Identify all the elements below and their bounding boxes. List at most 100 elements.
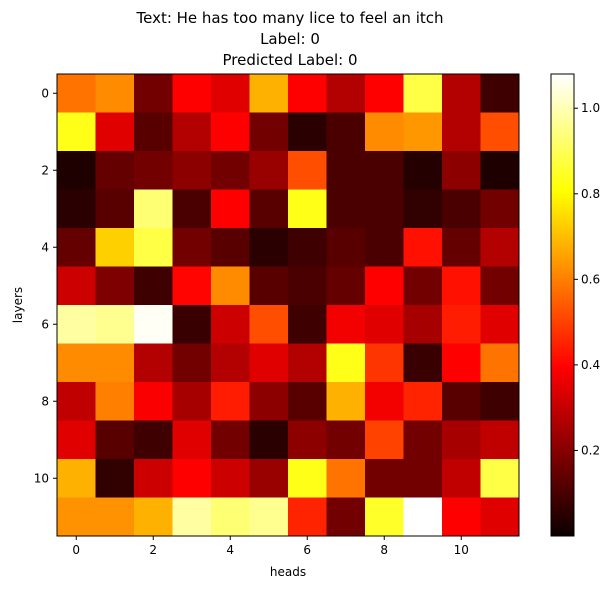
heatmap-cell [442, 497, 481, 537]
heatmap-cell [326, 228, 366, 267]
heatmap-cell [442, 266, 481, 306]
heatmap-cell [249, 382, 289, 421]
heatmap-cell [134, 459, 173, 498]
heatmap-cell [134, 189, 173, 229]
chart-title-line-1: Text: He has too many lice to feel an it… [135, 9, 443, 27]
heatmap-cell [57, 497, 96, 537]
heatmap-cell [172, 189, 212, 229]
heatmap-cell [403, 305, 443, 344]
heatmap-cell [95, 343, 135, 383]
heatmap-cell [57, 151, 96, 190]
heatmap-cell [288, 420, 327, 460]
heatmap-cell [134, 343, 173, 383]
heatmap-cell [249, 151, 289, 190]
colorbar-ticks: 0.2 0.4 0.6 0.8 1.0 [574, 101, 600, 457]
heatmap-cell [95, 74, 135, 113]
heatmap-cell [95, 382, 135, 421]
heatmap-cell [442, 228, 481, 267]
heatmap-cell [365, 459, 404, 498]
heatmap-cell [365, 266, 404, 306]
chart-title-line-2: Label: 0 [260, 30, 320, 48]
heatmap-cell [365, 382, 404, 421]
heatmap-cell [249, 189, 289, 229]
colorbar [550, 73, 575, 537]
x-axis-label: heads [270, 565, 306, 579]
heatmap-cell [134, 382, 173, 421]
heatmap-cell [57, 459, 96, 498]
heatmap-cell [249, 112, 289, 152]
heatmap-cell [288, 189, 327, 229]
heatmap-cell [57, 228, 96, 267]
heatmap-cell [480, 459, 520, 498]
heatmap-cell [134, 74, 173, 113]
heatmap-cell [134, 228, 173, 267]
heatmap-cell [211, 112, 250, 152]
heatmap-cell [172, 228, 212, 267]
colorbar-tick-label: 1.0 [581, 101, 600, 115]
heatmap-cell [249, 74, 289, 113]
heatmap-cell [95, 420, 135, 460]
heatmap-cell [249, 266, 289, 306]
heatmap-cell [326, 343, 366, 383]
heatmap-cell [211, 305, 250, 344]
colorbar-tick-label: 0.8 [581, 187, 600, 201]
heatmap-cell [288, 151, 327, 190]
heatmap-cell [480, 266, 520, 306]
heatmap-cell [95, 151, 135, 190]
heatmap-cell [134, 497, 173, 537]
x-tick-label: 10 [454, 543, 469, 557]
heatmap-cell [442, 112, 481, 152]
heatmap-cell [211, 74, 250, 113]
heatmap-cell [57, 74, 96, 113]
heatmap-cell [365, 420, 404, 460]
heatmap-cell [403, 151, 443, 190]
heatmap-cell [442, 74, 481, 113]
heatmap-cell [365, 151, 404, 190]
heatmap-cell [365, 497, 404, 537]
heatmap-cell [480, 420, 520, 460]
heatmap-cell [403, 189, 443, 229]
heatmap-cell [249, 497, 289, 537]
heatmap-cell [249, 305, 289, 344]
heatmap-cell [480, 189, 520, 229]
heatmap-cell [288, 112, 327, 152]
y-axis-label: layers [11, 287, 25, 323]
heatmap-cell [403, 459, 443, 498]
heatmap-cell [172, 382, 212, 421]
heatmap-cell [288, 266, 327, 306]
heatmap-cell [249, 459, 289, 498]
heatmap-cell [57, 305, 96, 344]
heatmap-cell [249, 420, 289, 460]
x-axis-ticks: 0 2 4 6 8 10 [72, 536, 469, 557]
plot-frame [56, 73, 520, 537]
heatmap-cell [57, 420, 96, 460]
heatmap-cell [480, 74, 520, 113]
heatmap-cell [480, 228, 520, 267]
heatmap-cell [288, 459, 327, 498]
heatmap-cell [172, 420, 212, 460]
heatmap-cell [480, 305, 520, 344]
heatmap-cell [326, 189, 366, 229]
heatmap-cell [480, 151, 520, 190]
heatmap-cell [403, 266, 443, 306]
heatmap-cell [211, 228, 250, 267]
y-tick-label: 4 [41, 240, 49, 254]
heatmap-cell [95, 112, 135, 152]
heatmap-cell [442, 305, 481, 344]
heatmap-cell [134, 420, 173, 460]
heatmap-cell [442, 151, 481, 190]
heatmap-cell [57, 189, 96, 229]
heatmap-cell [57, 266, 96, 306]
y-tick-label: 2 [41, 163, 49, 177]
heatmap-cell [480, 112, 520, 152]
heatmap-cell [288, 343, 327, 383]
y-tick-label: 10 [34, 471, 49, 485]
heatmap-cell [172, 266, 212, 306]
heatmap-cell [95, 189, 135, 229]
heatmap-cell [172, 112, 212, 152]
x-tick-label: 6 [303, 543, 311, 557]
heatmap-cell [211, 266, 250, 306]
heatmap-cell [365, 189, 404, 229]
colorbar-tick-label: 0.6 [581, 272, 600, 286]
